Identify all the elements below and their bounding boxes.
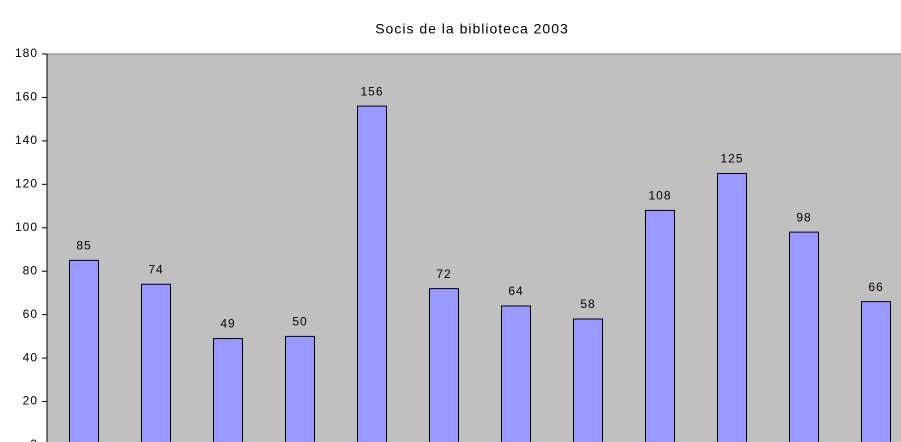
bar xyxy=(861,301,891,442)
data-label: 108 xyxy=(648,189,671,203)
data-label: 85 xyxy=(76,239,91,253)
bar xyxy=(717,172,747,442)
y-tick-label: 60 xyxy=(23,307,38,321)
bar xyxy=(573,318,603,442)
bar xyxy=(429,288,459,442)
y-tick-label: 20 xyxy=(23,394,38,408)
y-tick-label: 120 xyxy=(15,177,38,191)
bar xyxy=(789,231,819,442)
y-tick-label: 180 xyxy=(15,46,38,60)
y-tick-label: 40 xyxy=(23,350,38,364)
data-label: 72 xyxy=(436,267,451,281)
y-tick-label: 100 xyxy=(15,220,38,234)
bar xyxy=(285,335,315,442)
data-label: 156 xyxy=(360,84,383,98)
data-label: 64 xyxy=(508,284,523,298)
data-label: 50 xyxy=(292,315,307,329)
data-label: 98 xyxy=(796,210,811,224)
y-tick-label: 160 xyxy=(15,90,38,104)
bar xyxy=(141,283,171,442)
data-label: 125 xyxy=(720,152,743,166)
y-tick-label: 80 xyxy=(23,263,38,277)
y-tick-label: 0 xyxy=(30,437,38,442)
chart-title: Socis de la biblioteca 2003 xyxy=(375,21,569,37)
data-label: 66 xyxy=(868,280,883,294)
data-label: 58 xyxy=(580,297,595,311)
plot-area xyxy=(46,53,901,442)
data-label: 74 xyxy=(148,262,163,276)
bar xyxy=(645,209,675,442)
bar xyxy=(69,259,99,442)
bar xyxy=(357,105,387,442)
y-tick-label: 140 xyxy=(15,133,38,147)
bar xyxy=(213,338,243,442)
bar xyxy=(501,305,531,442)
data-label: 49 xyxy=(220,317,235,331)
